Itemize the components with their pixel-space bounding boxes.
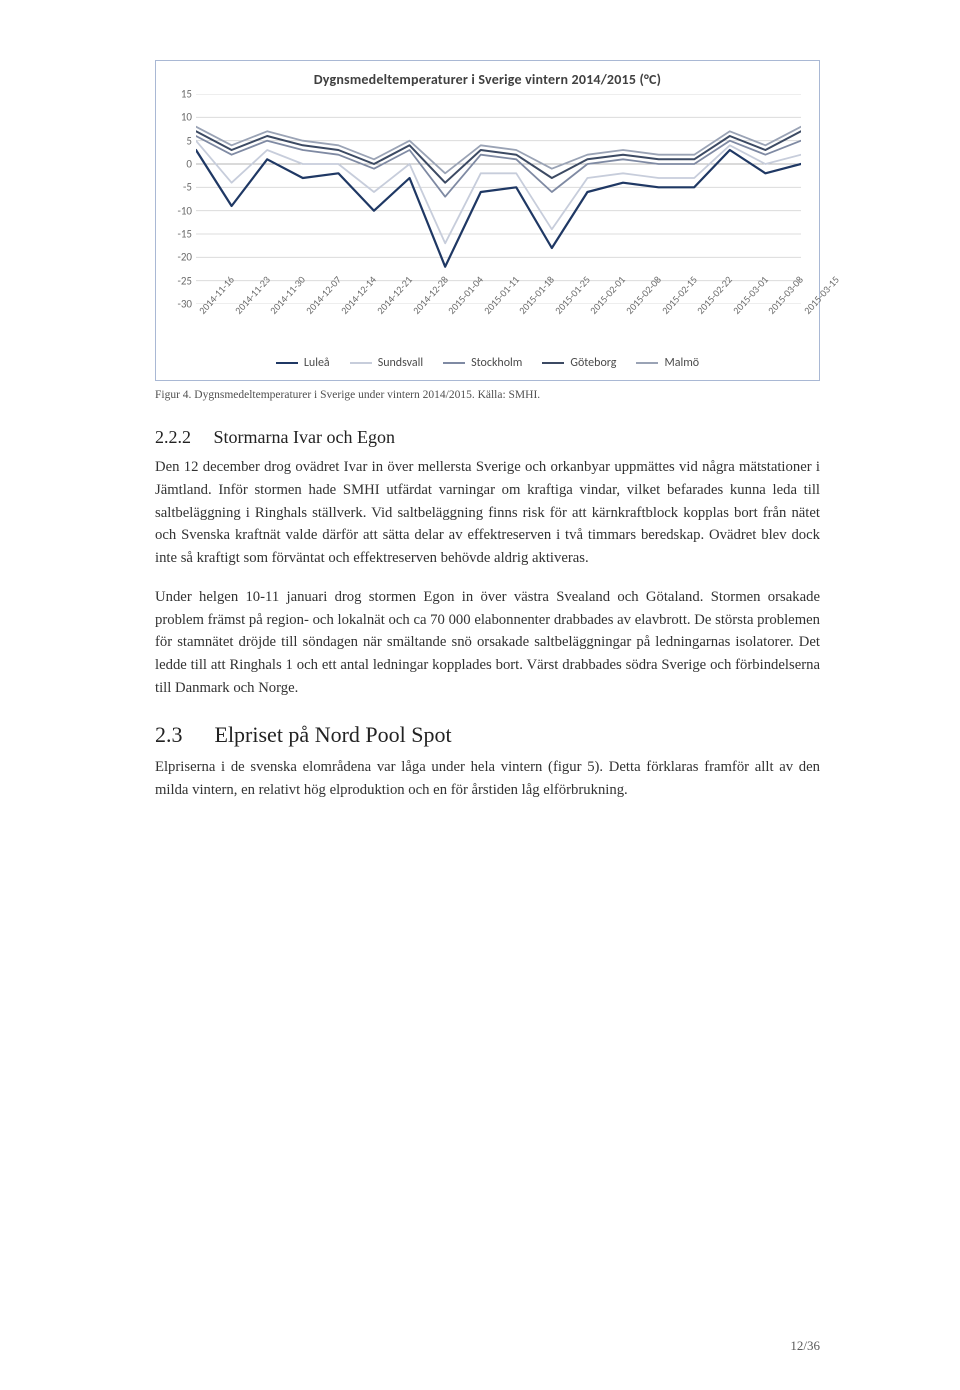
legend-swatch [276, 362, 298, 364]
chart-svg [196, 94, 801, 304]
chart-title: Dygnsmedeltemperaturer i Sverige vintern… [168, 71, 807, 88]
legend-label: Stockholm [471, 356, 522, 370]
legend-swatch [443, 362, 465, 364]
y-tick-label: -10 [177, 204, 192, 217]
legend-label: Sundsvall [378, 356, 423, 370]
legend-item: Göteborg [542, 356, 616, 370]
legend-item: Luleå [276, 356, 330, 370]
body-paragraph: Elpriserna i de svenska elområdena var l… [155, 756, 820, 802]
chart-plot-area: 151050-5-10-15-20-25-30 [196, 94, 801, 304]
body-paragraph: Den 12 december drog ovädret Ivar in öve… [155, 456, 820, 570]
page-number: 12/36 [790, 1338, 820, 1354]
legend-label: Malmö [664, 356, 699, 370]
subsection-heading-2-2-2: 2.2.2 Stormarna Ivar och Egon [155, 427, 820, 448]
section-number: 2.3 [155, 722, 209, 748]
y-tick-label: 5 [186, 134, 192, 147]
y-tick-label: -15 [177, 227, 192, 240]
temperature-chart-frame: Dygnsmedeltemperaturer i Sverige vintern… [155, 60, 820, 381]
y-tick-label: 15 [181, 88, 192, 101]
body-paragraph: Under helgen 10-11 januari drog stormen … [155, 586, 820, 700]
chart-y-axis-labels: 151050-5-10-15-20-25-30 [168, 94, 194, 304]
legend-swatch [350, 362, 372, 364]
x-tick-label: 2015-03-15 [801, 273, 842, 316]
subsection-title: Stormarna Ivar och Egon [214, 427, 395, 447]
legend-item: Sundsvall [350, 356, 423, 370]
legend-label: Luleå [304, 356, 330, 370]
y-tick-label: -5 [183, 181, 192, 194]
y-tick-label: -30 [177, 298, 192, 311]
subsection-number: 2.2.2 [155, 427, 209, 448]
legend-swatch [542, 362, 564, 364]
legend-swatch [636, 362, 658, 364]
figure-caption: Figur 4. Dygnsmedeltemperaturer i Sverig… [155, 389, 820, 401]
document-page: Dygnsmedeltemperaturer i Sverige vintern… [0, 0, 960, 1390]
chart-legend: Luleå Sundsvall Stockholm Göteborg Malmö [168, 354, 807, 370]
chart-x-axis-labels: 2014-11-162014-11-232014-11-302014-12-07… [196, 304, 801, 352]
legend-label: Göteborg [570, 356, 616, 370]
y-tick-label: -20 [177, 251, 192, 264]
section-title: Elpriset på Nord Pool Spot [215, 722, 452, 747]
legend-item: Malmö [636, 356, 699, 370]
y-tick-label: -25 [177, 274, 192, 287]
section-heading-2-3: 2.3 Elpriset på Nord Pool Spot [155, 722, 820, 748]
y-tick-label: 10 [181, 111, 192, 124]
legend-item: Stockholm [443, 356, 522, 370]
y-tick-label: 0 [186, 157, 192, 170]
